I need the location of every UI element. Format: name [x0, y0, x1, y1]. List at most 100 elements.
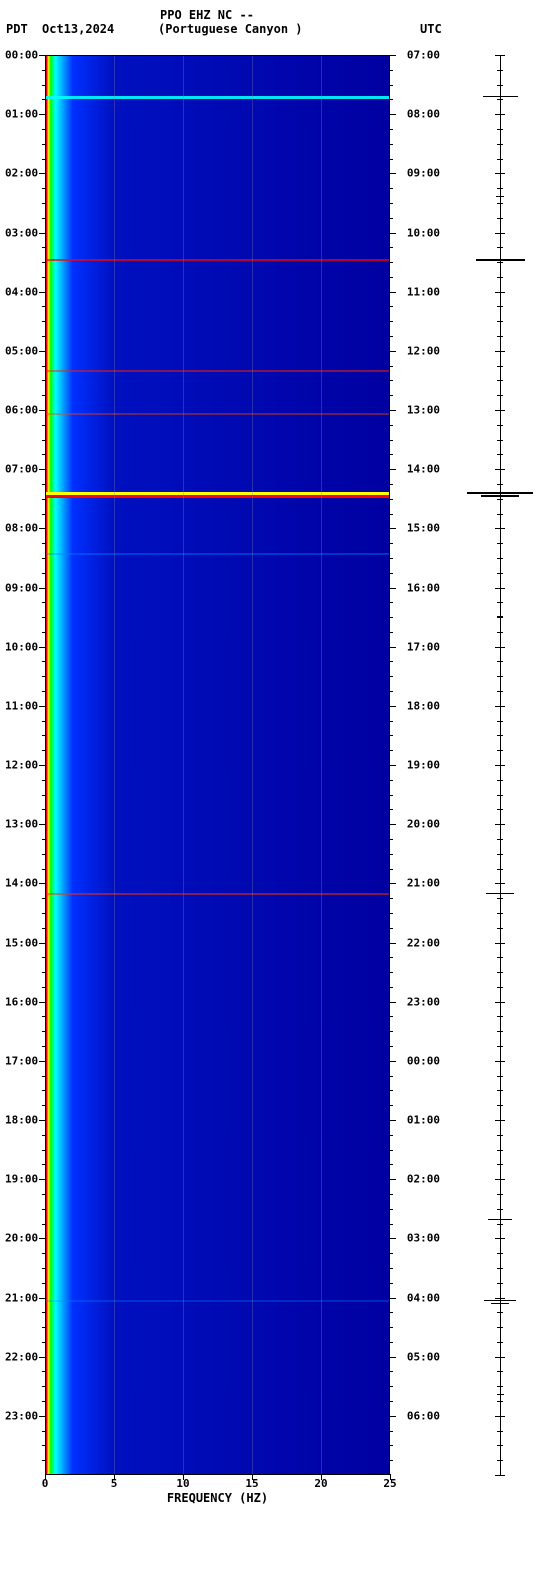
seis-tick — [495, 528, 505, 529]
tick-mark — [390, 691, 393, 692]
tick-mark — [390, 1342, 393, 1343]
tick-mark — [390, 1357, 396, 1358]
seis-minor-tick — [497, 440, 503, 441]
tick-mark — [39, 1061, 45, 1062]
seismogram-panel — [465, 55, 535, 1475]
seis-minor-tick — [497, 484, 503, 485]
tick-mark — [390, 306, 393, 307]
tick-mark — [390, 247, 393, 248]
tick-mark — [39, 55, 45, 56]
tick-mark — [42, 129, 45, 130]
energy-band — [45, 495, 390, 498]
x-axis-label: FREQUENCY (HZ) — [45, 1491, 390, 1505]
tick-mark — [390, 1460, 393, 1461]
tick-mark — [390, 1150, 393, 1151]
tick-mark — [390, 1105, 393, 1106]
y-tick-right: 12:00 — [390, 344, 440, 357]
tick-mark — [390, 484, 393, 485]
seis-minor-tick — [497, 1135, 503, 1136]
tick-mark — [42, 1460, 45, 1461]
seis-minor-tick — [497, 1016, 503, 1017]
tick-mark — [42, 558, 45, 559]
tick-mark — [390, 647, 396, 648]
tick-mark — [390, 173, 396, 174]
tick-mark — [42, 380, 45, 381]
tick-mark — [42, 514, 45, 515]
tick-mark — [42, 70, 45, 71]
tick-mark — [42, 691, 45, 692]
energy-band — [45, 413, 390, 415]
seis-minor-tick — [497, 1150, 503, 1151]
tick-mark — [390, 1371, 393, 1372]
seis-tick — [495, 1002, 505, 1003]
tick-mark — [390, 425, 393, 426]
left-timezone: PDT — [6, 22, 28, 36]
seis-tick — [495, 647, 505, 648]
seis-tick — [495, 1357, 505, 1358]
tick-mark — [42, 425, 45, 426]
seis-minor-tick — [497, 795, 503, 796]
tick-mark — [42, 1386, 45, 1387]
seis-minor-tick — [497, 262, 503, 263]
tick-mark — [42, 795, 45, 796]
seis-tick — [495, 943, 505, 944]
seis-minor-tick — [497, 1031, 503, 1032]
seismic-event — [484, 1300, 516, 1301]
seis-minor-tick — [497, 218, 503, 219]
tick-mark — [390, 972, 393, 973]
tick-mark — [390, 159, 393, 160]
seis-minor-tick — [497, 543, 503, 544]
seis-minor-tick — [497, 750, 503, 751]
seis-tick — [495, 1061, 505, 1062]
tick-mark — [390, 1194, 393, 1195]
tick-mark — [39, 233, 45, 234]
gridline-vertical — [114, 55, 115, 1475]
tick-mark — [42, 854, 45, 855]
tick-mark — [42, 1016, 45, 1017]
tick-mark — [42, 602, 45, 603]
seis-minor-tick — [497, 1312, 503, 1313]
seis-minor-tick — [497, 1342, 503, 1343]
x-tick-mark — [390, 1474, 391, 1480]
tick-mark — [390, 854, 393, 855]
seis-minor-tick — [497, 809, 503, 810]
tick-mark — [390, 913, 393, 914]
tick-mark — [42, 676, 45, 677]
seis-minor-tick — [497, 1327, 503, 1328]
seis-minor-tick — [497, 721, 503, 722]
station-title: PPO EHZ NC -- — [160, 8, 254, 22]
tick-mark — [390, 883, 396, 884]
tick-mark — [390, 824, 396, 825]
seismic-event — [496, 196, 504, 197]
header-date: Oct13,2024 — [42, 22, 114, 36]
tick-mark — [390, 1401, 393, 1402]
tick-mark — [42, 247, 45, 248]
tick-mark — [390, 1298, 396, 1299]
tick-mark — [390, 1046, 393, 1047]
tick-mark — [390, 114, 396, 115]
tick-mark — [390, 203, 393, 204]
y-tick-right: 14:00 — [390, 463, 440, 476]
tick-mark — [42, 661, 45, 662]
tick-mark — [39, 351, 45, 352]
seismic-event — [483, 96, 518, 97]
tick-mark — [390, 395, 393, 396]
tick-mark — [390, 233, 396, 234]
tick-mark — [42, 632, 45, 633]
tick-mark — [39, 1416, 45, 1417]
seis-minor-tick — [497, 1164, 503, 1165]
seis-tick — [495, 824, 505, 825]
tick-mark — [42, 1268, 45, 1269]
tick-mark — [42, 1090, 45, 1091]
x-tick-mark — [114, 1474, 115, 1480]
tick-mark — [39, 824, 45, 825]
seis-minor-tick — [497, 1105, 503, 1106]
tick-mark — [42, 987, 45, 988]
tick-mark — [390, 351, 396, 352]
spectrogram-plot: 00:0001:0002:0003:0004:0005:0006:0007:00… — [45, 55, 390, 1475]
seis-minor-tick — [497, 247, 503, 248]
tick-mark — [390, 957, 393, 958]
tick-mark — [42, 913, 45, 914]
tick-mark — [39, 1002, 45, 1003]
y-tick-right: 07:00 — [390, 49, 440, 62]
